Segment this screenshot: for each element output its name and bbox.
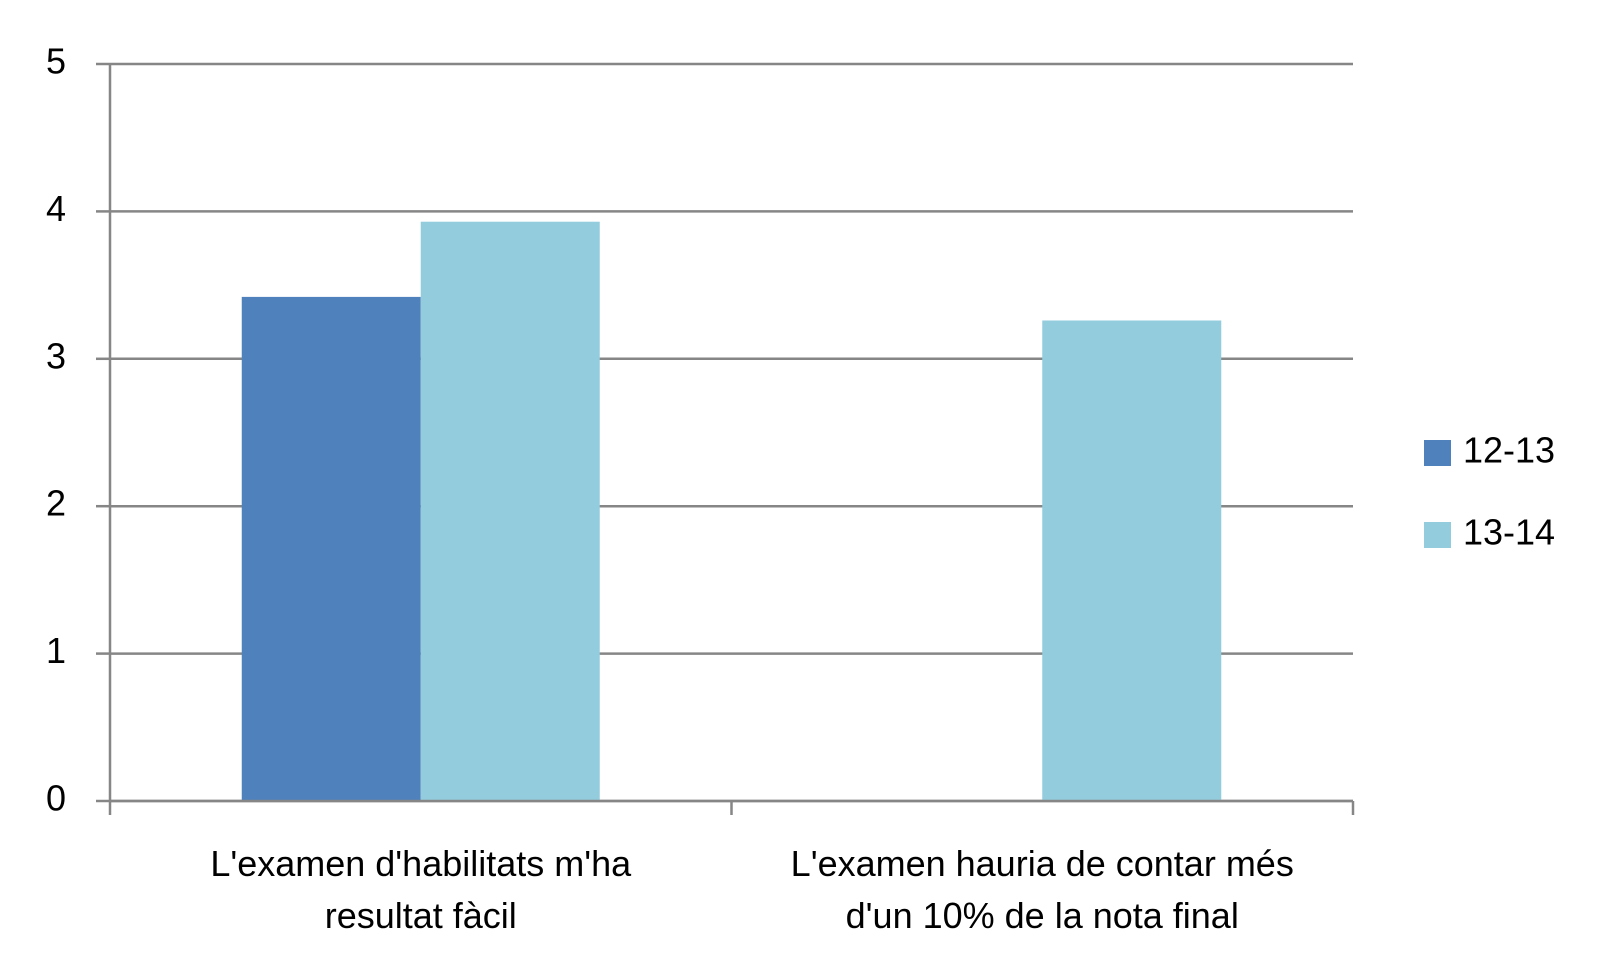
legend-swatch <box>1424 440 1451 466</box>
y-tick-label: 1 <box>46 630 66 671</box>
legend-swatch <box>1424 522 1451 548</box>
y-tick-label: 4 <box>46 188 66 229</box>
y-tick-label: 3 <box>46 335 66 376</box>
legend-label: 13-14 <box>1463 512 1555 553</box>
x-tick-label: L'examen hauria de contar més d'un 10% d… <box>790 843 1294 936</box>
x-tick-label: L'examen d'habilitats m'ha resultat fàci… <box>210 843 632 936</box>
legend-label: 12-13 <box>1463 430 1555 471</box>
bar <box>241 296 421 801</box>
y-tick-label: 5 <box>46 41 66 82</box>
x-tick-label-box: L'examen hauria de contar més d'un 10% d… <box>790 843 1294 936</box>
x-tick-label-box: L'examen d'habilitats m'ha resultat fàci… <box>210 843 632 936</box>
bar <box>1042 320 1222 801</box>
y-tick-label: 2 <box>46 483 66 524</box>
bar <box>420 221 600 801</box>
y-tick-label: 0 <box>46 778 66 819</box>
